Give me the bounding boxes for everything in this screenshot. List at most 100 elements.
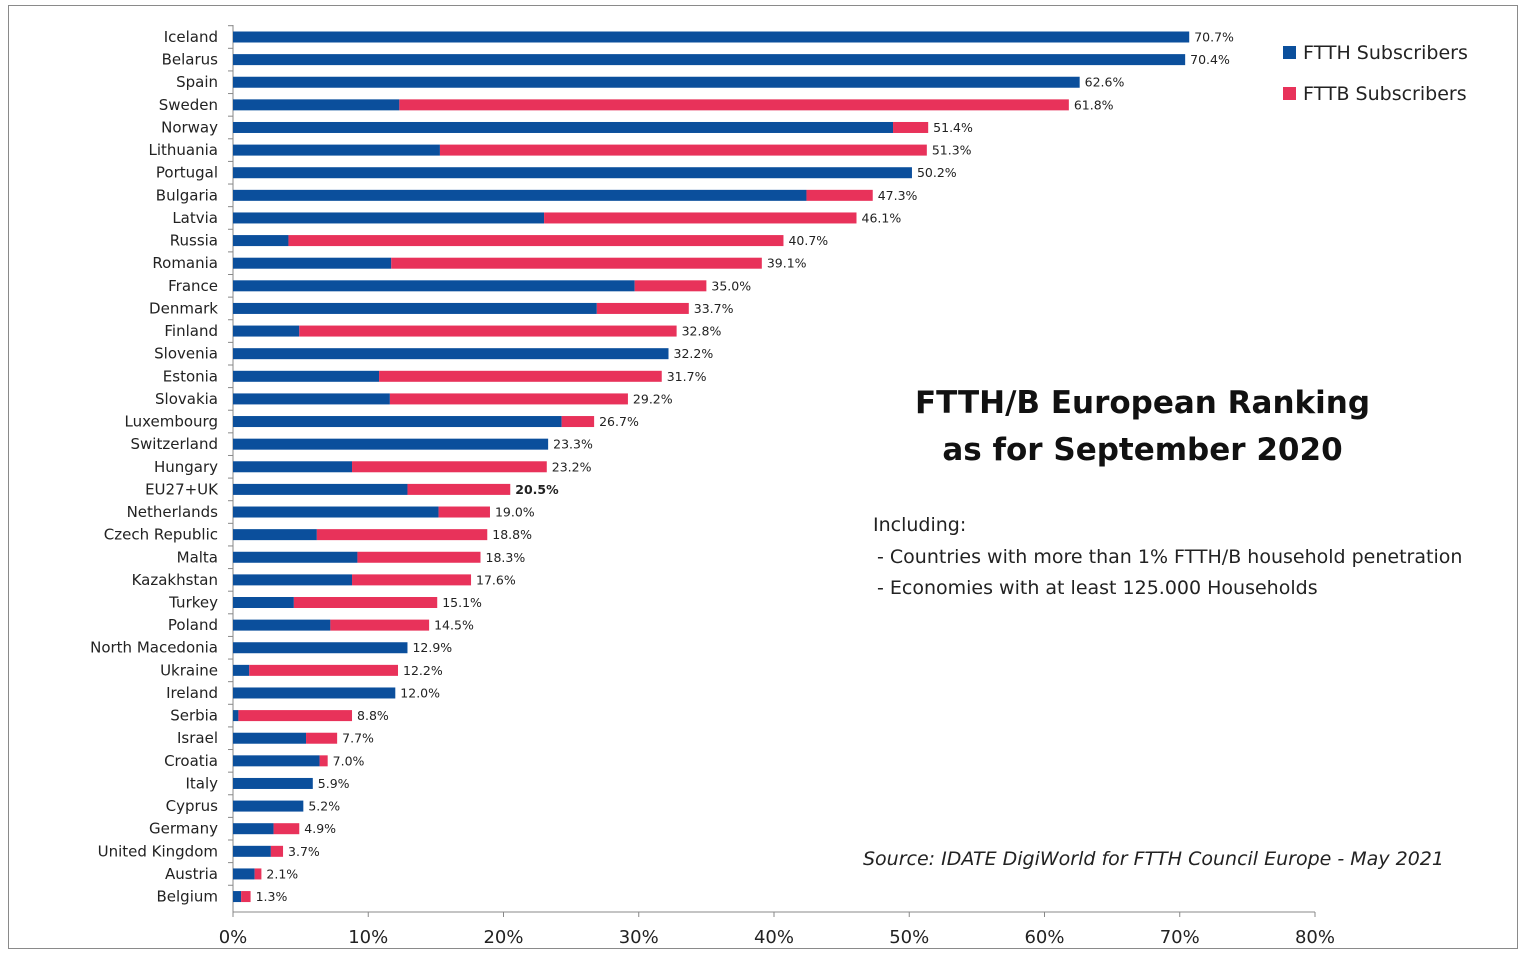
category-label: Cyprus [166, 797, 219, 815]
bar-fttb [249, 664, 399, 676]
bar-ftth [233, 370, 380, 382]
data-label: 23.2% [552, 459, 592, 474]
category-label: Germany [149, 820, 218, 838]
bar-ftth [233, 574, 353, 586]
data-label: 62.6% [1085, 75, 1125, 90]
bar-ftth [233, 416, 562, 428]
category-label: Romania [152, 254, 218, 272]
category-label: North Macedonia [90, 639, 218, 657]
including-note: Including: - Countries with more than 1%… [873, 510, 1462, 605]
bar-ftth [233, 348, 669, 360]
legend-swatch-ftth [1283, 46, 1296, 59]
data-label: 12.2% [403, 663, 443, 678]
data-label: 32.8% [682, 324, 722, 339]
category-label: Belgium [157, 888, 219, 906]
category-label: Slovenia [154, 345, 218, 363]
bar-fttb [352, 574, 472, 586]
bar-fttb [391, 257, 762, 269]
chart-frame [8, 5, 1518, 949]
bar-fttb [273, 823, 300, 835]
bar-ftth [233, 325, 300, 337]
data-label: 4.9% [304, 821, 336, 836]
chart-title: FTTH/B European Ranking [914, 385, 1371, 421]
data-label: 61.8% [1074, 97, 1114, 112]
bar-fttb [439, 144, 927, 156]
category-label: Austria [165, 865, 218, 883]
data-label: 70.7% [1194, 30, 1234, 45]
category-label: Russia [170, 232, 218, 250]
including-item: - Countries with more than 1% FTTH/B hou… [877, 545, 1463, 568]
bar-ftth [233, 529, 317, 541]
data-label: 12.9% [412, 640, 452, 655]
data-label: 5.9% [318, 776, 350, 791]
bar-fttb [407, 483, 511, 495]
category-label: Ukraine [160, 661, 218, 679]
bar-fttb [306, 732, 338, 744]
category-label: Italy [185, 774, 218, 792]
bar-fttb [254, 868, 262, 880]
category-label: EU27+UK [145, 480, 219, 498]
data-label: 2.1% [266, 866, 298, 881]
bar-fttb [379, 370, 662, 382]
bar-ftth [233, 280, 635, 292]
legend-item-ftth: FTTH Subscribers [1283, 32, 1468, 73]
category-label: Estonia [163, 367, 218, 385]
bar-ftth [233, 777, 313, 789]
bar-ftth [233, 257, 392, 269]
data-label: 7.7% [342, 731, 374, 746]
category-label: Hungary [154, 458, 218, 476]
category-label: Ireland [166, 684, 218, 702]
bar-fttb [319, 755, 328, 767]
bar-fttb [316, 529, 488, 541]
bar-ftth [233, 99, 400, 111]
bar-ftth [233, 167, 912, 179]
x-tick-label: 60% [1024, 927, 1064, 948]
data-label: 35.0% [711, 278, 751, 293]
bar-fttb [438, 506, 490, 518]
category-label: Serbia [170, 707, 218, 725]
bar-ftth [233, 891, 242, 903]
bar-ftth [233, 189, 807, 201]
data-label: 5.2% [308, 799, 340, 814]
bar-ftth [233, 483, 408, 495]
category-label: Netherlands [127, 503, 219, 521]
bar-fttb [241, 891, 251, 903]
x-tick-label: 70% [1160, 927, 1200, 948]
data-label: 7.0% [333, 753, 365, 768]
bar-ftth [233, 302, 597, 314]
category-label: Croatia [164, 752, 218, 770]
bar-ftth [233, 687, 396, 699]
bar-fttb [270, 845, 284, 857]
x-tick-label: 50% [889, 927, 929, 948]
category-label: Latvia [172, 209, 218, 227]
data-label: 26.7% [599, 414, 639, 429]
bar-ftth [233, 212, 545, 224]
x-tick-label: 40% [754, 927, 794, 948]
data-label: 33.7% [694, 301, 734, 316]
legend-label-ftth: FTTH Subscribers [1303, 41, 1468, 64]
x-tick-label: 20% [483, 927, 523, 948]
category-label: Sweden [159, 96, 218, 114]
bar-ftth [233, 438, 549, 450]
category-label: Portugal [156, 164, 218, 182]
category-label: Switzerland [131, 435, 219, 453]
data-label: 51.4% [933, 120, 973, 135]
bar-fttb [352, 461, 547, 473]
bar-ftth [233, 664, 250, 676]
bar-fttb [288, 235, 784, 247]
bar-ftth [233, 551, 358, 563]
bar-fttb [299, 325, 677, 337]
bar-fttb [596, 302, 689, 314]
legend: FTTH Subscribers FTTB Subscribers [1283, 32, 1468, 114]
bar-fttb [544, 212, 857, 224]
category-label: Malta [177, 548, 218, 566]
bar-ftth [233, 235, 289, 247]
legend-item-fttb: FTTB Subscribers [1283, 73, 1468, 114]
category-label: Kazakhstan [132, 571, 218, 589]
category-label: Bulgaria [156, 186, 218, 204]
x-tick-label: 80% [1295, 927, 1335, 948]
data-label: 50.2% [917, 165, 957, 180]
category-label: Luxembourg [125, 413, 219, 431]
bar-ftth [233, 845, 271, 857]
